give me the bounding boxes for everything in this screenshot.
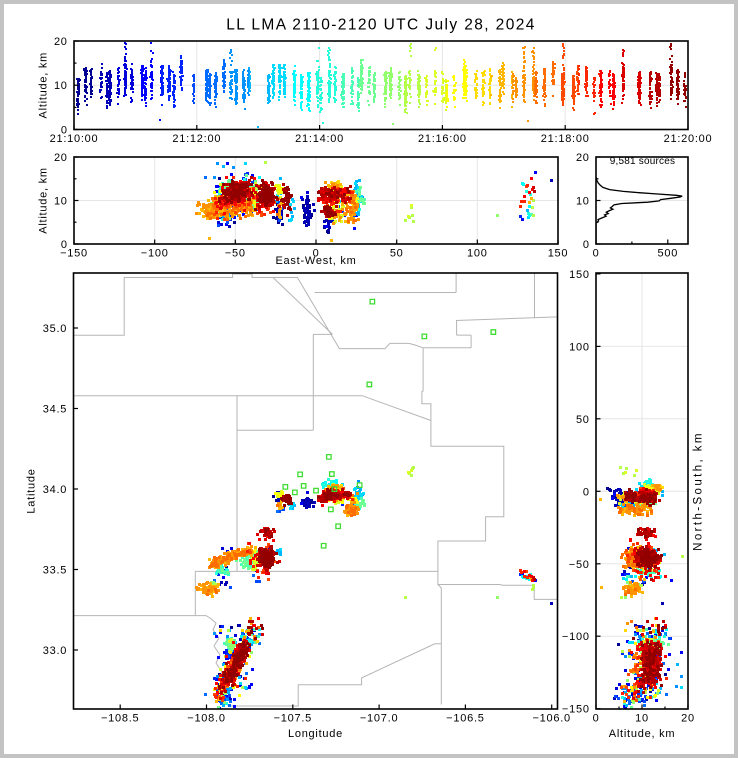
svg-text:20: 20 [681, 712, 695, 724]
svg-text:21:16:00: 21:16:00 [418, 133, 467, 145]
svg-text:34.0: 34.0 [43, 484, 67, 496]
svg-text:Altitude, km: Altitude, km [37, 167, 49, 233]
svg-text:0: 0 [583, 486, 590, 498]
svg-text:−100: −100 [562, 631, 590, 643]
svg-text:−107.5: −107.5 [274, 712, 312, 724]
svg-text:Longitude: Longitude [288, 728, 343, 740]
svg-text:9,581 sources: 9,581 sources [610, 156, 675, 167]
svg-text:50: 50 [576, 414, 590, 426]
svg-text:500: 500 [657, 247, 678, 259]
svg-text:20: 20 [576, 152, 590, 164]
svg-text:East-West, km: East-West, km [275, 255, 356, 267]
svg-text:Altitude, km: Altitude, km [37, 52, 49, 118]
svg-text:0: 0 [593, 247, 600, 259]
svg-text:−106.5: −106.5 [446, 712, 484, 724]
svg-text:−100: −100 [141, 247, 169, 259]
svg-text:0: 0 [593, 712, 600, 724]
svg-text:21:20:00: 21:20:00 [664, 133, 713, 145]
svg-text:33.0: 33.0 [43, 645, 67, 657]
svg-text:0: 0 [61, 125, 68, 137]
svg-text:100: 100 [467, 247, 488, 259]
svg-text:−108.0: −108.0 [187, 712, 225, 724]
svg-text:LL LMA 2110-2120 UTC July 28,: LL LMA 2110-2120 UTC July 28, 2024 [226, 16, 536, 33]
svg-text:0: 0 [583, 239, 590, 251]
svg-text:150: 150 [569, 269, 590, 281]
svg-text:−106.0: −106.0 [532, 712, 570, 724]
svg-text:−107.0: −107.0 [360, 712, 398, 724]
svg-text:0: 0 [61, 239, 68, 251]
svg-text:−108.5: −108.5 [101, 712, 139, 724]
svg-text:34.5: 34.5 [43, 404, 67, 416]
svg-text:North-South, km: North-South, km [693, 431, 705, 551]
svg-text:21:12:00: 21:12:00 [172, 133, 221, 145]
svg-text:10: 10 [635, 712, 649, 724]
svg-text:−150: −150 [60, 247, 88, 259]
svg-text:Altitude, km: Altitude, km [609, 728, 675, 740]
svg-text:35.0: 35.0 [43, 323, 67, 335]
svg-text:0: 0 [313, 247, 320, 259]
svg-text:10: 10 [576, 196, 590, 208]
svg-text:10: 10 [54, 80, 68, 92]
svg-text:−50: −50 [569, 559, 590, 571]
svg-text:21:18:00: 21:18:00 [541, 133, 590, 145]
svg-text:50: 50 [390, 247, 404, 259]
svg-text:−150: −150 [562, 704, 590, 716]
svg-text:20: 20 [54, 36, 68, 48]
svg-text:20: 20 [54, 152, 68, 164]
svg-text:Latitude: Latitude [26, 468, 38, 513]
svg-text:33.5: 33.5 [43, 565, 67, 577]
svg-text:21:14:00: 21:14:00 [295, 133, 344, 145]
svg-text:100: 100 [569, 341, 590, 353]
svg-text:21:10:00: 21:10:00 [50, 133, 99, 145]
svg-text:150: 150 [548, 247, 569, 259]
svg-text:−50: −50 [225, 247, 246, 259]
svg-text:10: 10 [54, 196, 68, 208]
